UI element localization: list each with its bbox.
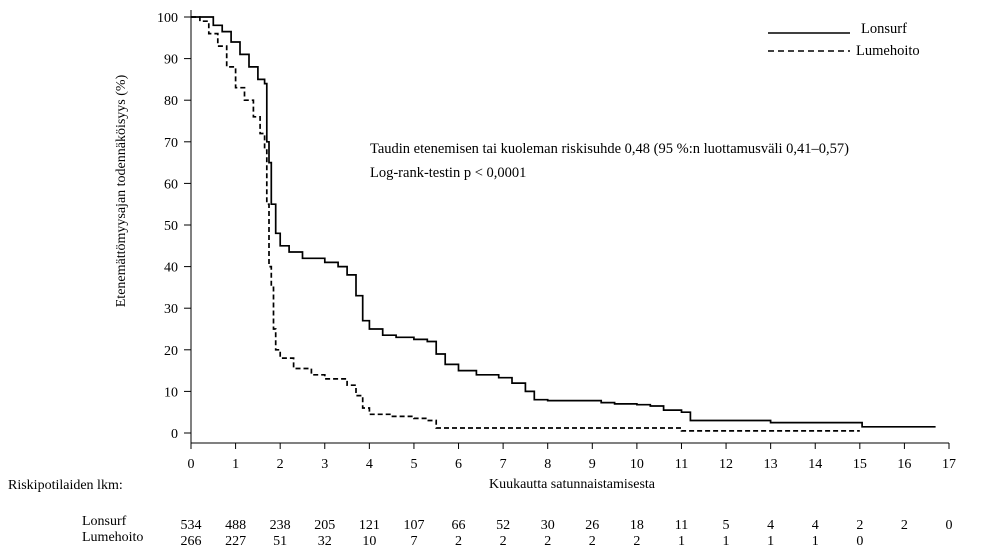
survival-curves bbox=[191, 16, 936, 432]
risk-value-lumehoito: 7 bbox=[410, 534, 417, 549]
risk-value-lonsurf: 2 bbox=[856, 518, 863, 533]
risk-value-lonsurf: 121 bbox=[359, 518, 380, 533]
risk-value-lonsurf: 26 bbox=[585, 518, 599, 533]
risk-row-label-lonsurf: Lonsurf bbox=[82, 514, 127, 529]
risk-value-lumehoito: 51 bbox=[273, 534, 287, 549]
annotation-log-rank: Log-rank-testin p < 0,0001 bbox=[370, 165, 526, 181]
x-tick-label: 14 bbox=[808, 457, 822, 472]
x-axis-ticks: 0 1 2 3 4 5 6 7 8 9 10 11 12 13 14 15 16 17 bbox=[188, 443, 956, 472]
risk-value-lonsurf: 18 bbox=[630, 518, 644, 533]
risk-value-lonsurf: 534 bbox=[181, 518, 202, 533]
risk-value-lonsurf: 4 bbox=[767, 518, 774, 533]
x-tick-label: 16 bbox=[897, 457, 911, 472]
y-tick-label: 20 bbox=[164, 344, 178, 359]
x-tick-label: 3 bbox=[321, 457, 328, 472]
x-tick-label: 8 bbox=[544, 457, 551, 472]
x-tick-label: 13 bbox=[764, 457, 778, 472]
y-tick-label: 40 bbox=[164, 261, 178, 276]
y-tick-label: 0 bbox=[171, 427, 178, 442]
risk-value-lumehoito: 1 bbox=[723, 534, 730, 549]
risk-value-lumehoito: 2 bbox=[500, 534, 507, 549]
x-tick-label: 0 bbox=[188, 457, 195, 472]
risk-value-lonsurf: 107 bbox=[403, 518, 424, 533]
x-tick-label: 12 bbox=[719, 457, 733, 472]
y-axis-title: Etenemättömyysajan todennäköisyys (%) bbox=[114, 74, 129, 307]
y-tick-label: 10 bbox=[164, 385, 178, 400]
x-tick-label: 17 bbox=[942, 457, 956, 472]
risk-value-lumehoito: 2 bbox=[633, 534, 640, 549]
km-curve-lonsurf bbox=[191, 16, 936, 428]
y-tick-label: 60 bbox=[164, 177, 178, 192]
km-curve-lumehoito bbox=[191, 16, 860, 432]
risk-value-lumehoito: 10 bbox=[362, 534, 376, 549]
risk-value-lonsurf: 11 bbox=[675, 518, 688, 533]
risk-value-lumehoito: 0 bbox=[856, 534, 863, 549]
y-tick-label: 50 bbox=[164, 219, 178, 234]
risk-value-lonsurf: 4 bbox=[812, 518, 819, 533]
x-tick-label: 15 bbox=[853, 457, 867, 472]
y-tick-label: 30 bbox=[164, 302, 178, 317]
x-tick-label: 6 bbox=[455, 457, 462, 472]
annotation-hazard-ratio: Taudin etenemisen tai kuoleman riskisuhd… bbox=[370, 141, 849, 157]
x-tick-label: 1 bbox=[232, 457, 239, 472]
risk-value-lonsurf: 488 bbox=[225, 518, 246, 533]
x-tick-label: 4 bbox=[366, 457, 373, 472]
x-tick-label: 10 bbox=[630, 457, 644, 472]
risk-value-lonsurf: 205 bbox=[314, 518, 335, 533]
y-tick-label: 70 bbox=[164, 136, 178, 151]
legend-label-lonsurf: Lonsurf bbox=[861, 21, 907, 37]
risk-value-lonsurf: 238 bbox=[270, 518, 291, 533]
risk-value-lumehoito: 2 bbox=[544, 534, 551, 549]
risk-value-lonsurf: 30 bbox=[541, 518, 555, 533]
risk-table-header: Riskipotilaiden lkm: bbox=[8, 478, 123, 493]
risk-value-lonsurf: 52 bbox=[496, 518, 510, 533]
risk-value-lonsurf: 5 bbox=[723, 518, 730, 533]
risk-value-lumehoito: 2 bbox=[455, 534, 462, 549]
risk-row-label-lumehoito: Lumehoito bbox=[82, 530, 143, 545]
axes bbox=[190, 10, 949, 444]
x-axis-title: Kuukautta satunnaistamisesta bbox=[489, 477, 656, 492]
risk-value-lumehoito: 1 bbox=[767, 534, 774, 549]
risk-value-lumehoito: 227 bbox=[225, 534, 246, 549]
x-tick-label: 5 bbox=[410, 457, 417, 472]
risk-value-lumehoito: 1 bbox=[678, 534, 685, 549]
y-tick-label: 90 bbox=[164, 53, 178, 68]
legend: Lonsurf Lumehoito bbox=[768, 21, 920, 59]
y-tick-label: 80 bbox=[164, 94, 178, 109]
risk-value-lumehoito: 32 bbox=[318, 534, 332, 549]
risk-value-lumehoito: 2 bbox=[589, 534, 596, 549]
x-tick-label: 2 bbox=[277, 457, 284, 472]
y-tick-label: 100 bbox=[157, 11, 178, 26]
legend-label-lumehoito: Lumehoito bbox=[856, 43, 920, 59]
risk-value-lumehoito: 1 bbox=[812, 534, 819, 549]
risk-value-lonsurf: 0 bbox=[946, 518, 953, 533]
x-tick-label: 9 bbox=[589, 457, 596, 472]
x-tick-label: 7 bbox=[500, 457, 507, 472]
y-axis-ticks: 0 10 20 30 40 50 60 70 80 90 100 bbox=[157, 11, 191, 442]
risk-value-lonsurf: 2 bbox=[901, 518, 908, 533]
risk-value-lonsurf: 66 bbox=[452, 518, 466, 533]
x-tick-label: 11 bbox=[675, 457, 688, 472]
risk-value-lumehoito: 266 bbox=[181, 534, 202, 549]
